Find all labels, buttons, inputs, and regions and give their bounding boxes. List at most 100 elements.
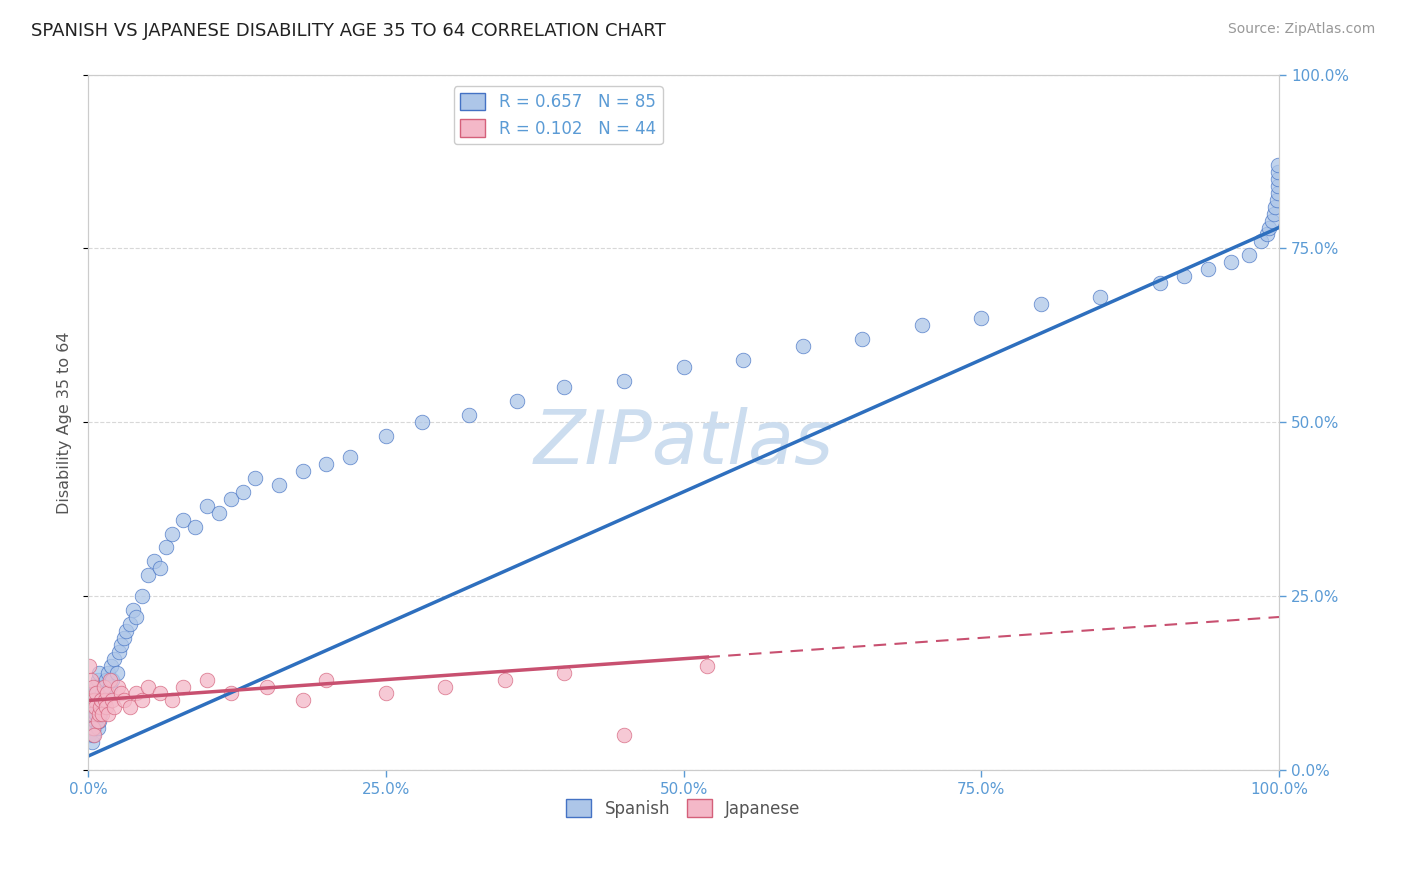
Point (374, 686, 396, 700)
Point (1239, 248, 1261, 262)
Point (89, 700, 111, 714)
Point (97, 665, 120, 680)
Point (219, 491, 242, 506)
Point (86, 673, 108, 687)
Point (267, 478, 290, 492)
Point (86, 680, 108, 694)
Point (96, 686, 118, 700)
Point (87, 714, 110, 729)
Point (1197, 262, 1219, 277)
Point (94, 673, 117, 687)
Point (1267, 165, 1289, 179)
Point (136, 568, 159, 582)
Point (792, 339, 814, 353)
Point (458, 409, 481, 423)
Point (98, 673, 121, 687)
Point (87, 707, 110, 722)
Point (101, 673, 124, 687)
Point (411, 415, 433, 429)
Y-axis label: Disability Age 35 to 64: Disability Age 35 to 64 (58, 331, 72, 514)
Point (142, 554, 165, 568)
Point (82, 680, 104, 694)
Point (672, 359, 695, 374)
Point (94, 700, 117, 714)
Point (160, 526, 183, 541)
Point (94, 693, 117, 707)
Point (83, 693, 105, 707)
Point (613, 374, 636, 388)
Point (494, 673, 516, 687)
Point (131, 693, 153, 707)
Point (115, 624, 138, 638)
Point (90, 700, 112, 714)
Point (696, 658, 718, 673)
Point (80, 707, 103, 722)
Point (155, 541, 177, 555)
Point (851, 332, 873, 346)
Point (1265, 193, 1288, 207)
Point (1267, 171, 1289, 186)
Point (80, 707, 103, 722)
Point (374, 429, 396, 443)
Point (1258, 220, 1281, 235)
Point (339, 450, 361, 464)
Point (1149, 276, 1171, 290)
Point (1220, 255, 1243, 269)
Point (87, 665, 110, 680)
Point (79, 721, 101, 735)
Point (1263, 206, 1285, 220)
Point (125, 686, 148, 700)
Point (970, 310, 993, 325)
Point (97, 707, 120, 722)
Point (1267, 186, 1289, 200)
Point (89, 693, 111, 707)
Legend: Spanish, Japanese: Spanish, Japanese (560, 793, 807, 824)
Point (93, 680, 115, 694)
Point (256, 680, 278, 694)
Point (89, 707, 111, 722)
Point (86, 714, 108, 729)
Point (82, 721, 104, 735)
Point (112, 631, 135, 645)
Point (434, 680, 457, 694)
Point (84, 700, 107, 714)
Point (82, 728, 104, 742)
Point (195, 673, 218, 687)
Text: Source: ZipAtlas.com: Source: ZipAtlas.com (1227, 22, 1375, 37)
Point (315, 673, 337, 687)
Point (1029, 297, 1052, 311)
Point (1090, 290, 1112, 304)
Point (184, 519, 207, 533)
Point (1261, 213, 1284, 227)
Point (86, 686, 108, 700)
Point (108, 645, 131, 659)
Point (83, 728, 105, 742)
Point (315, 457, 337, 471)
Point (93, 693, 115, 707)
Point (90, 693, 112, 707)
Point (208, 506, 231, 520)
Point (291, 693, 314, 707)
Point (219, 686, 242, 700)
Point (613, 728, 636, 742)
Point (291, 464, 314, 478)
Point (733, 352, 755, 367)
Point (110, 638, 132, 652)
Point (122, 603, 145, 617)
Point (100, 658, 122, 673)
Point (1256, 227, 1278, 242)
Point (911, 318, 934, 332)
Point (172, 513, 194, 527)
Point (149, 686, 172, 700)
Point (172, 680, 194, 694)
Point (84, 686, 107, 700)
Point (107, 680, 129, 694)
Point (91, 686, 114, 700)
Point (112, 693, 135, 707)
Point (553, 665, 575, 680)
Point (91, 707, 114, 722)
Point (1267, 158, 1289, 172)
Point (103, 700, 125, 714)
Point (232, 484, 254, 499)
Text: SPANISH VS JAPANESE DISABILITY AGE 35 TO 64 CORRELATION CHART: SPANISH VS JAPANESE DISABILITY AGE 35 TO… (31, 22, 665, 40)
